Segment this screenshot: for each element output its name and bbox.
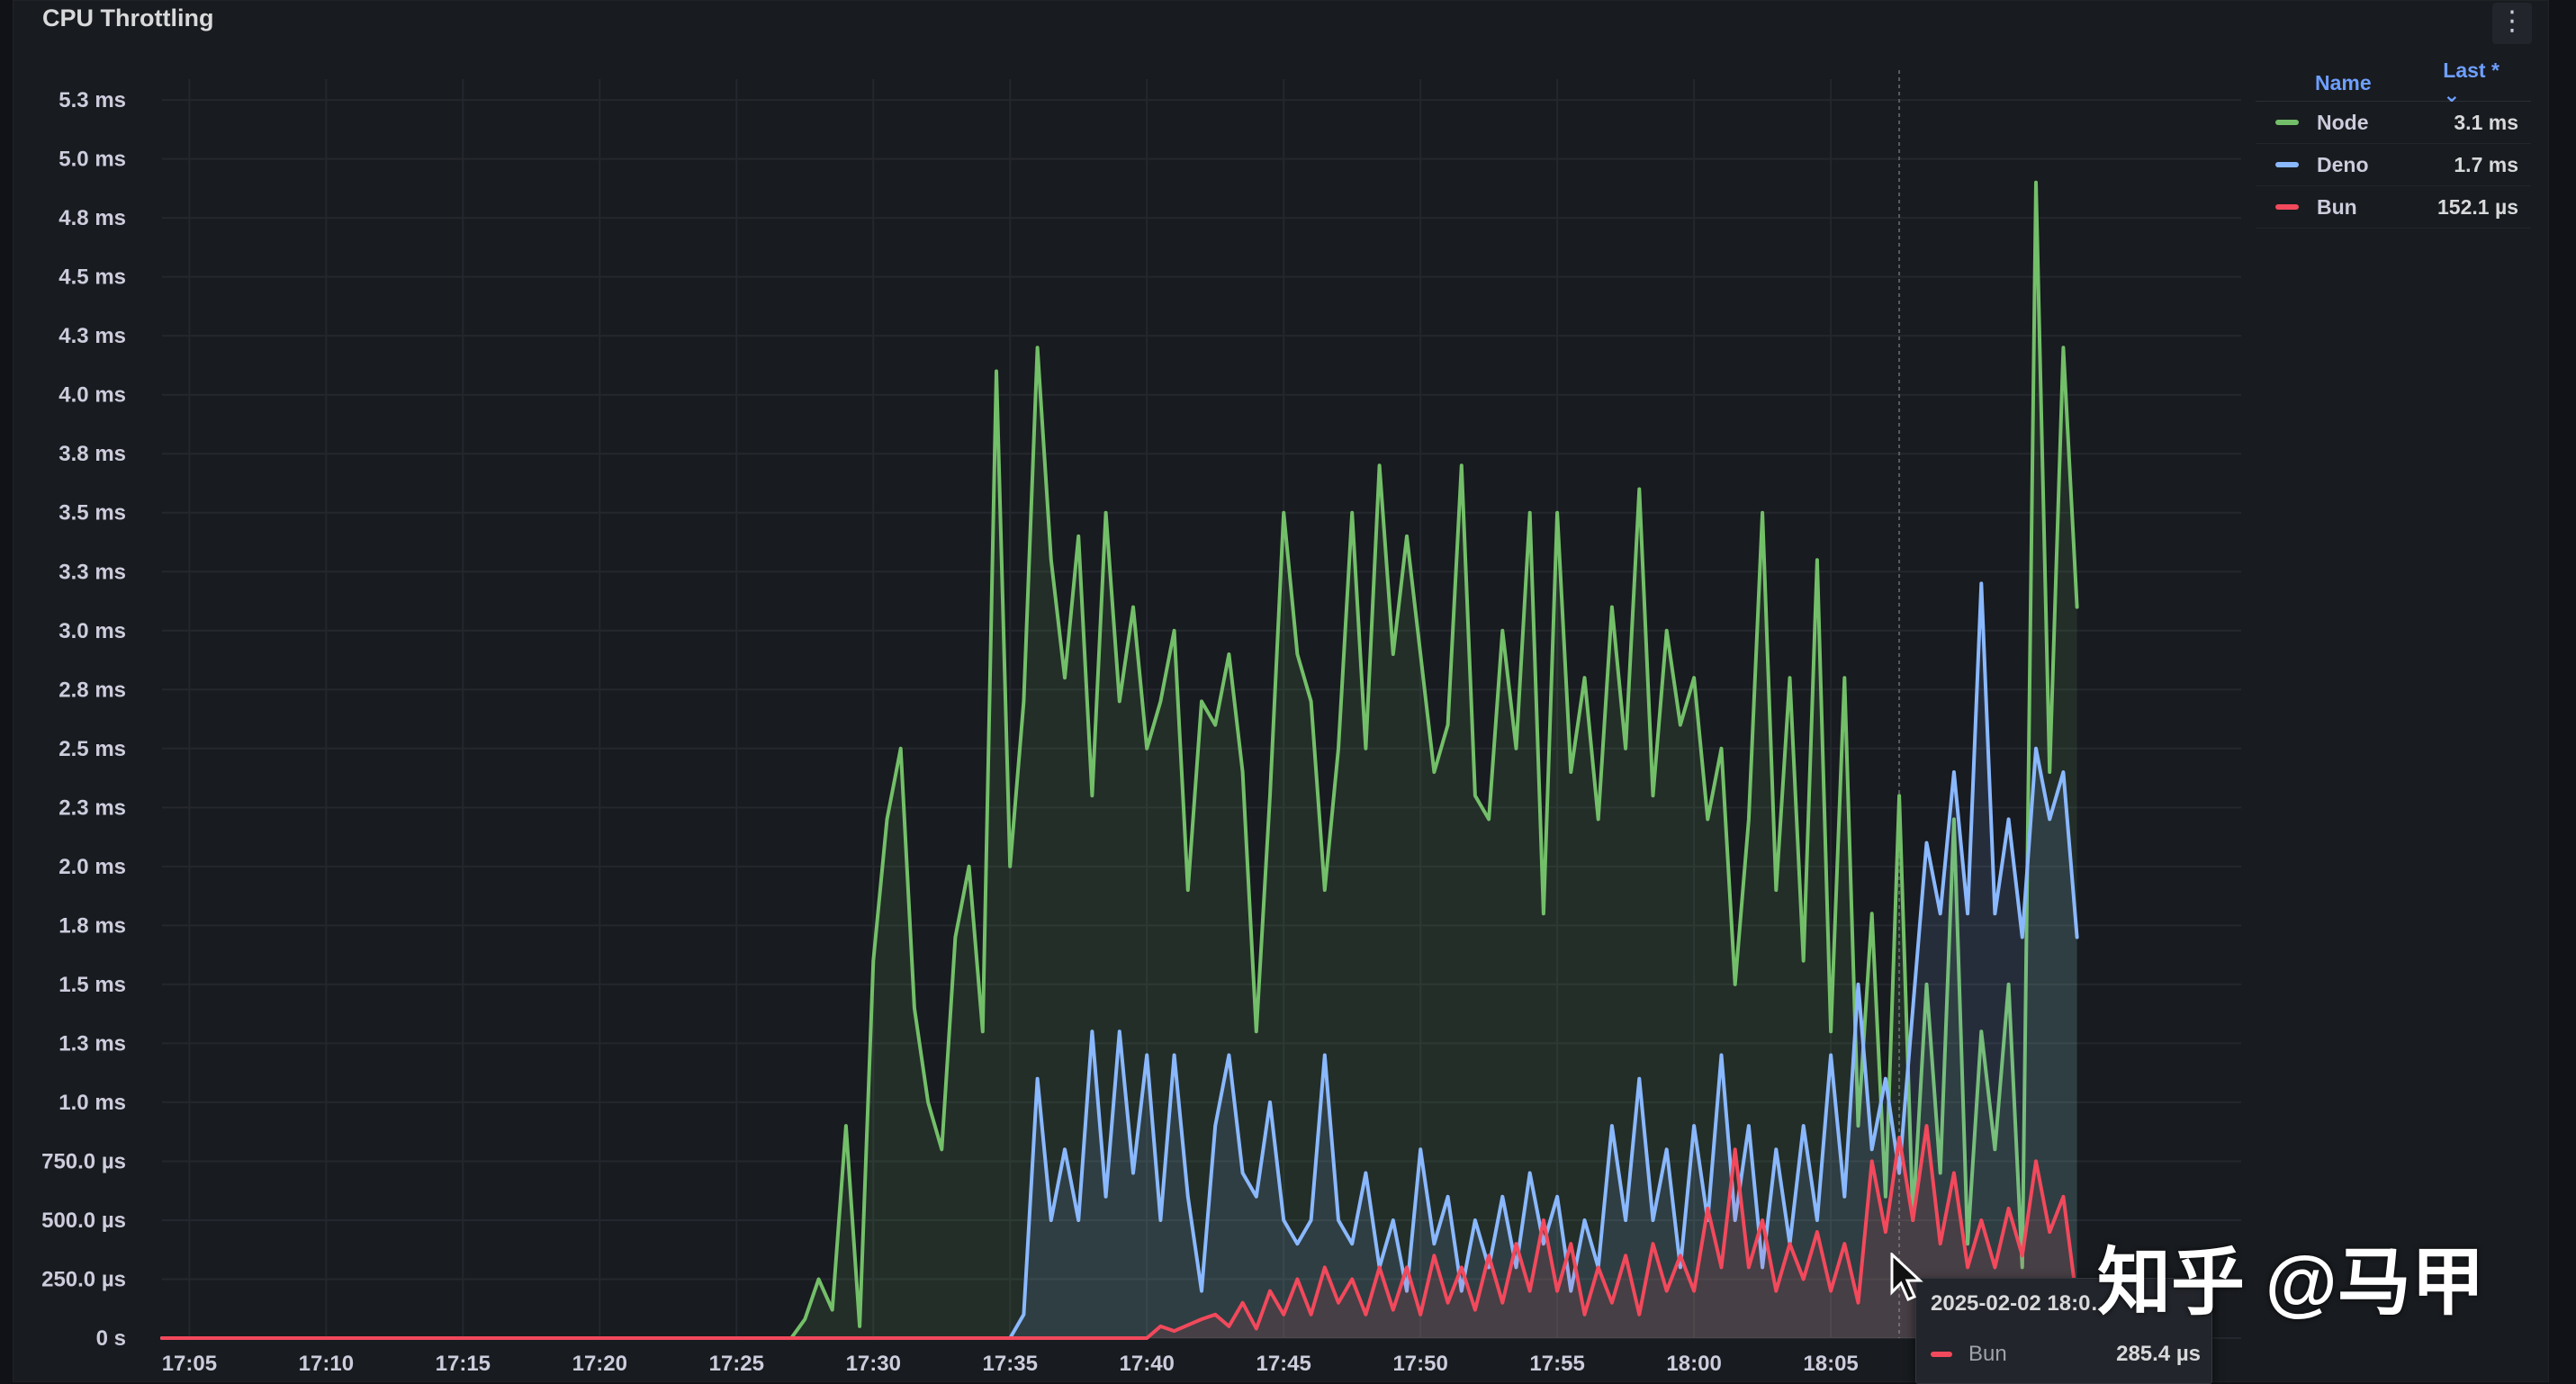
y-tick-label: 250.0 µs	[41, 1267, 126, 1291]
y-tick-label: 2.0 ms	[59, 855, 126, 879]
y-tick-label: 1.3 ms	[59, 1031, 126, 1056]
deno-area	[162, 583, 2077, 1338]
legend-table: Name Last * ⌄ Node 3.1 ms Deno 1.7 ms Bu…	[2256, 58, 2531, 229]
x-tick-label: 17:10	[299, 1352, 354, 1376]
y-tick-label: 750.0 µs	[41, 1149, 126, 1173]
panel-title: CPU Throttling	[42, 4, 214, 31]
y-tick-label: 4.8 ms	[59, 206, 126, 230]
y-tick-label: 3.8 ms	[59, 442, 126, 466]
y-tick-label: 4.3 ms	[59, 324, 126, 348]
y-tick-label: 2.8 ms	[59, 678, 126, 702]
y-tick-label: 5.0 ms	[59, 148, 126, 172]
y-tick-label: 3.3 ms	[59, 560, 126, 584]
x-tick-label: 17:25	[709, 1352, 764, 1376]
cpu-throttling-panel: CPU Throttling ⋮	[13, 0, 2549, 1382]
x-tick-label: 17:50	[1392, 1352, 1447, 1376]
legend-item-bun[interactable]: Bun 152.1 µs	[2256, 186, 2531, 229]
hover-tooltip: 2025-02-02 18:0… Bun 285.4 µs	[1915, 1278, 2212, 1384]
bun-series-line	[160, 1124, 2079, 1340]
y-tick-label: 500.0 µs	[41, 1209, 126, 1233]
legend-item-last: 3.1 ms	[2454, 110, 2518, 134]
deno-swatch-icon	[2275, 162, 2299, 167]
y-tick-label: 4.5 ms	[59, 265, 126, 290]
legend-item-deno[interactable]: Deno 1.7 ms	[2256, 144, 2531, 186]
zhihu-watermark: 知乎 @马甲	[2097, 1242, 2485, 1324]
legend-item-name: Bun	[2317, 194, 2357, 219]
x-tick-label: 17:05	[162, 1352, 217, 1376]
x-tick-label: 17:15	[436, 1352, 491, 1376]
x-tick-label: 17:45	[1256, 1352, 1311, 1376]
x-tick-label: 17:40	[1120, 1352, 1175, 1376]
legend-item-last: 1.7 ms	[2454, 152, 2518, 176]
x-tick-label: 17:30	[846, 1352, 901, 1376]
node-area	[162, 182, 2077, 1338]
y-tick-label: 1.5 ms	[59, 973, 126, 997]
y-tick-label: 2.5 ms	[59, 737, 126, 761]
y-tick-label: 1.0 ms	[59, 1091, 126, 1115]
x-tick-label: 17:55	[1529, 1352, 1584, 1376]
bun-swatch-icon	[2275, 204, 2299, 210]
y-tick-label: 5.3 ms	[59, 88, 126, 112]
legend-header: Name Last * ⌄	[2256, 58, 2531, 106]
legend-item-name: Node	[2317, 110, 2369, 134]
y-tick-label: 3.5 ms	[59, 501, 126, 526]
legend-item-name: Deno	[2317, 152, 2369, 176]
x-tick-label: 18:00	[1666, 1352, 1721, 1376]
legend-item-node[interactable]: Node 3.1 ms	[2256, 102, 2531, 144]
node-series-line	[160, 180, 2079, 1340]
y-tick-label: 1.8 ms	[59, 913, 126, 938]
y-tick-label: 0 s	[96, 1326, 126, 1351]
y-tick-label: 3.0 ms	[59, 619, 126, 643]
x-tick-label: 17:20	[572, 1352, 627, 1376]
legend-header-name[interactable]: Name	[2315, 70, 2372, 94]
tooltip-value: 285.4 µs	[2116, 1342, 2201, 1366]
kebab-menu-icon[interactable]: ⋮	[2492, 3, 2532, 44]
mouse-cursor-icon	[1890, 1253, 1923, 1301]
bun-swatch-icon	[1931, 1352, 1952, 1357]
tooltip-row: Bun 285.4 µs	[1931, 1342, 2201, 1367]
bun-area	[162, 1126, 2077, 1338]
legend-item-last: 152.1 µs	[2437, 194, 2518, 219]
x-tick-label: 17:35	[983, 1352, 1038, 1376]
y-tick-label: 4.0 ms	[59, 383, 126, 408]
node-swatch-icon	[2275, 120, 2299, 125]
tooltip-time: 2025-02-02 18:0…	[1931, 1291, 2112, 1316]
y-tick-label: 2.3 ms	[59, 795, 126, 820]
tooltip-series: Bun	[1968, 1342, 2007, 1366]
legend-header-last-sort[interactable]: Last * ⌄	[2443, 58, 2499, 106]
x-tick-label: 18:05	[1803, 1352, 1858, 1376]
